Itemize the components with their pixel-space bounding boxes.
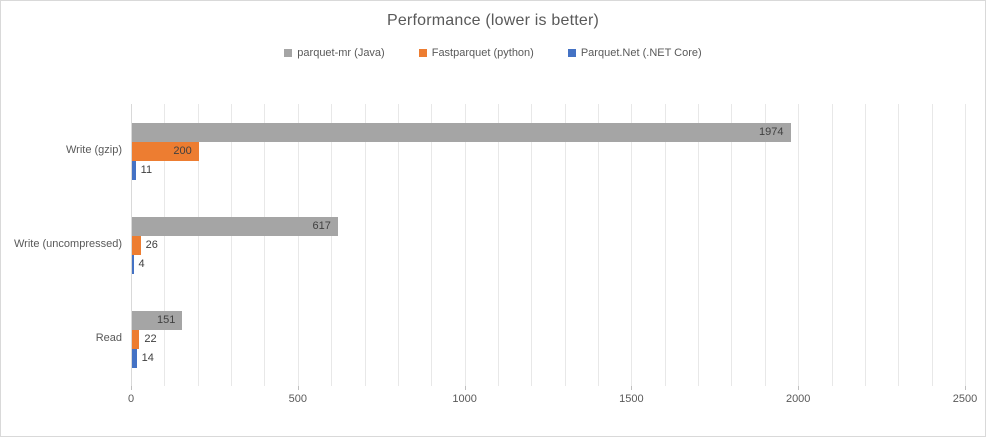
chart-legend: parquet-mr (Java) Fastparquet (python) Par… xyxy=(1,47,985,59)
x-axis-tick-label: 2500 xyxy=(952,393,978,405)
gridline xyxy=(364,104,366,386)
legend-label: Fastparquet (python) xyxy=(431,47,534,59)
x-axis-tick-label: 500 xyxy=(288,393,307,405)
gridline xyxy=(598,104,600,386)
gridline xyxy=(864,104,866,386)
data-label: 617 xyxy=(312,219,331,232)
x-axis-tick-label: 2000 xyxy=(785,393,811,405)
gridline xyxy=(331,104,333,386)
bar-fastparquet-python--0 xyxy=(132,141,199,161)
bar-parquet-net-net-core--1 xyxy=(132,254,134,274)
gridline xyxy=(965,104,966,386)
legend-label: parquet-mr (Java) xyxy=(297,47,385,59)
bar-fastparquet-python--2 xyxy=(132,329,140,349)
gridline xyxy=(731,104,733,386)
gridline xyxy=(197,104,199,386)
x-axis-tick-label: 1500 xyxy=(619,393,644,405)
legend-item-1: Fastparquet (python) xyxy=(418,47,534,59)
data-label: 14 xyxy=(141,351,154,364)
x-axis-tick xyxy=(631,386,633,390)
gridline xyxy=(931,104,933,386)
gridline xyxy=(564,104,566,386)
legend-label: Parquet.Net (.NET Core) xyxy=(580,47,702,59)
x-axis-tick xyxy=(965,386,966,390)
x-axis-tick xyxy=(798,386,800,390)
gridline xyxy=(831,104,833,386)
legend-item-2: Parquet.Net (.NET Core) xyxy=(567,47,702,59)
x-axis-tick-label: 0 xyxy=(127,393,135,405)
data-label: 26 xyxy=(145,238,158,251)
gridline xyxy=(898,104,900,386)
gridline xyxy=(297,104,299,386)
x-axis-tick xyxy=(131,386,132,390)
data-label: 1974 xyxy=(759,125,784,138)
legend-swatch-icon xyxy=(418,49,427,57)
category-label: Write (uncompressed) xyxy=(14,238,122,250)
gridline xyxy=(631,104,633,386)
gridline xyxy=(397,104,399,386)
chart-title: Performance (lower is better) xyxy=(386,12,600,29)
gridline xyxy=(798,104,800,386)
y-axis-line xyxy=(131,104,132,386)
bar-parquet-net-net-core--2 xyxy=(132,348,137,368)
gridline xyxy=(464,104,466,386)
gridline xyxy=(664,104,666,386)
gridline xyxy=(764,104,766,386)
bar-parquet-mr-java--0 xyxy=(132,122,791,142)
category-label: Read xyxy=(95,332,122,344)
data-label: 200 xyxy=(173,144,192,157)
gridline xyxy=(431,104,433,386)
data-label: 4 xyxy=(138,257,145,270)
bar-parquet-net-net-core--0 xyxy=(132,160,136,180)
x-axis-tick-label: 1000 xyxy=(452,393,477,405)
legend-swatch-icon xyxy=(567,49,576,57)
gridline xyxy=(531,104,533,386)
gridline xyxy=(231,104,233,386)
x-axis-tick xyxy=(297,386,299,390)
legend-item-0: parquet-mr (Java) xyxy=(284,47,385,59)
gridline xyxy=(698,104,700,386)
data-label: 11 xyxy=(140,163,153,176)
gridline xyxy=(264,104,266,386)
gridline xyxy=(497,104,499,386)
gridline xyxy=(164,104,166,386)
bar-parquet-mr-java--1 xyxy=(132,216,338,236)
category-label: Write (gzip) xyxy=(65,144,122,156)
x-axis-tick xyxy=(464,386,466,390)
legend-swatch-icon xyxy=(284,49,293,57)
bar-parquet-mr-java--2 xyxy=(132,310,183,330)
data-label: 22 xyxy=(144,332,157,345)
data-label: 151 xyxy=(157,313,176,326)
bar-fastparquet-python--1 xyxy=(132,235,141,255)
